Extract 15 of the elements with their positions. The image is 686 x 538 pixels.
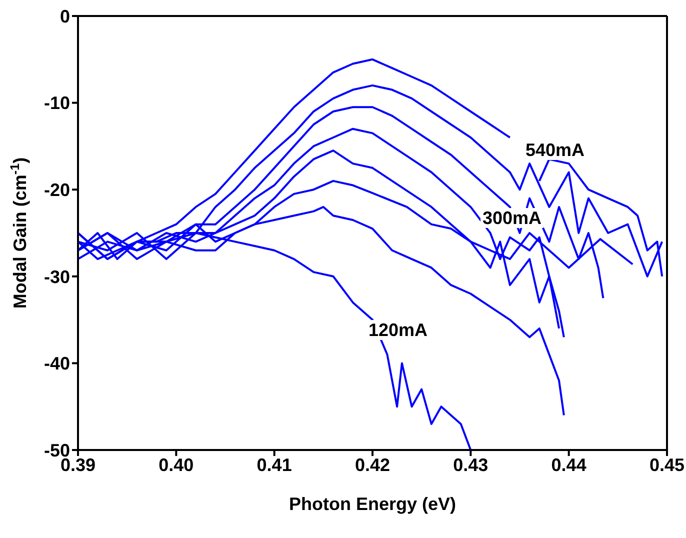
y-tick-label: -10 <box>44 93 70 114</box>
x-tick-label: 0.41 <box>256 454 292 475</box>
y-tick-label: 0 <box>60 6 70 26</box>
y-tick-label: -20 <box>44 180 70 200</box>
y-tick-label: -30 <box>44 266 70 287</box>
x-tick-label: 0.44 <box>551 454 586 475</box>
annotation: 540mA <box>523 140 587 160</box>
x-axis-title: Photon Energy (eV) <box>288 494 456 514</box>
annotation: 300mA <box>480 208 544 228</box>
x-tick-label: 0.43 <box>453 454 488 475</box>
x-tick-label: 0.42 <box>354 454 390 475</box>
x-tick-label: 0.45 <box>649 454 685 475</box>
y-tick-label: -40 <box>44 354 70 374</box>
x-tick-label: 0.40 <box>158 454 194 475</box>
annotation: 120mA <box>366 320 430 340</box>
